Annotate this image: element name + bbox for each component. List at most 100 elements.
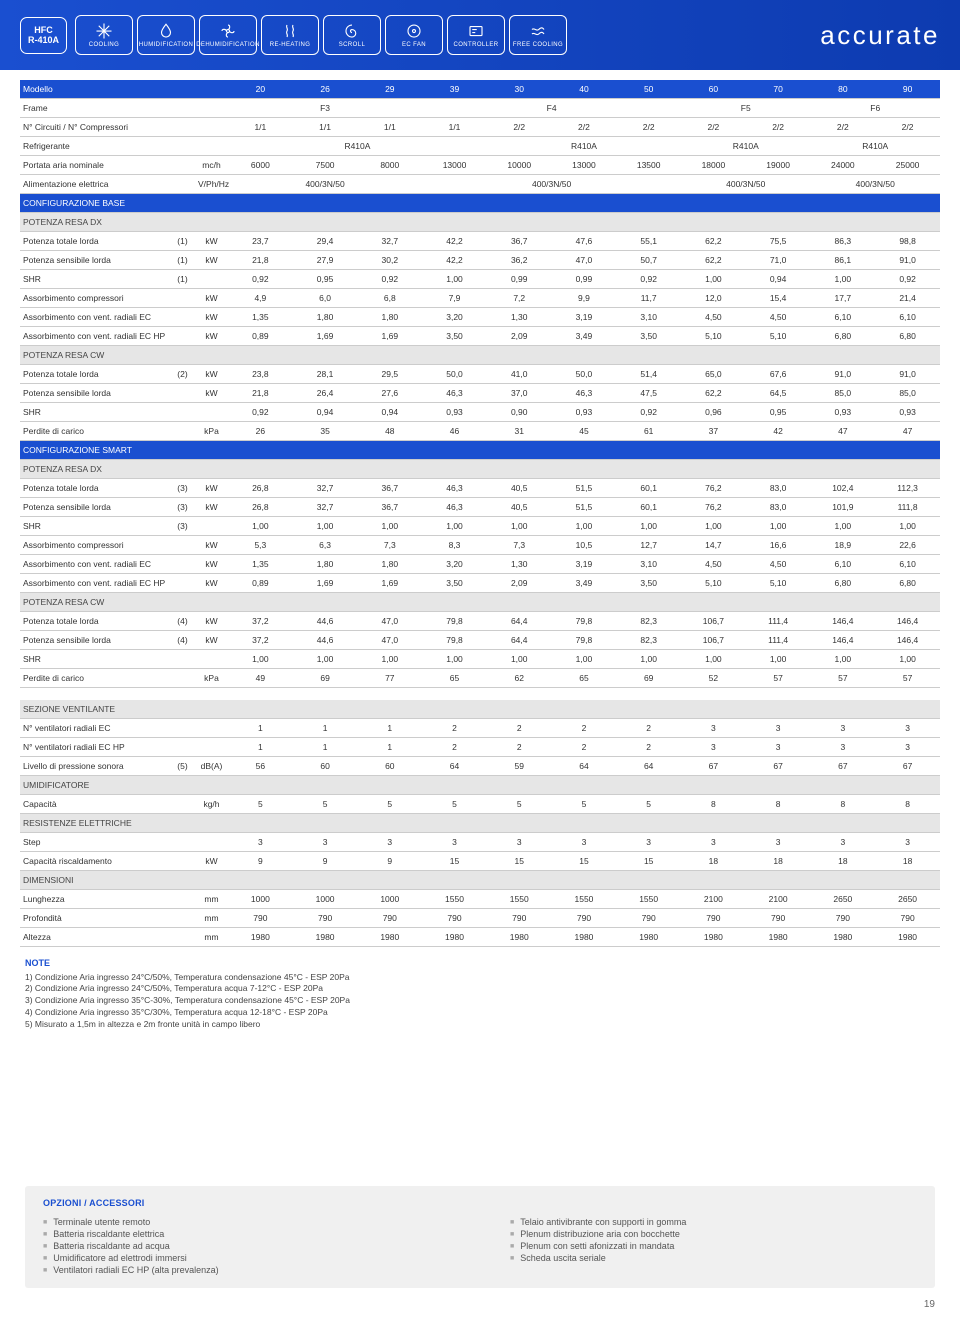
feature-chips: COOLINGHUMIDIFICATIONDEHUMIDIFICATIONRE-… [75,15,567,55]
cell: 50 [616,80,681,99]
cell: 64,5 [746,384,811,403]
cell: 2 [487,719,552,738]
cell: F5 [681,99,810,118]
cell: 101,9 [810,498,875,517]
cell: 47,0 [552,251,617,270]
row-label: Lunghezza [20,890,170,909]
cell: 6,10 [875,555,940,574]
row-unit [195,270,228,289]
note-line: 3) Condizione Aria ingresso 35°C-30%, Te… [25,995,935,1007]
cell: 0,95 [293,270,358,289]
cell: 0,99 [552,270,617,289]
table-row: Capacità riscaldamentokW9991515151518181… [20,852,940,871]
row-note [170,719,195,738]
cell: 1,00 [616,650,681,669]
cell: 86,1 [810,251,875,270]
cell: 15 [616,852,681,871]
table-row: Potenza totale lorda(2)kW23,828,129,550,… [20,365,940,384]
cell: 31 [487,422,552,441]
row-label: N° ventilatori radiali EC [20,719,170,738]
cell: 1,69 [357,327,422,346]
cell: 3,50 [616,327,681,346]
cell: 0,90 [487,403,552,422]
chip-heat: RE-HEATING [261,15,319,55]
cell: 1550 [487,890,552,909]
row-unit: kW [195,852,228,871]
cell: 3 [875,833,940,852]
cell: 1,80 [293,308,358,327]
cell: 0,94 [746,270,811,289]
cell: 62,2 [681,251,746,270]
table-row: Lunghezzamm10001000100015501550155015502… [20,890,940,909]
cell: 26 [228,422,293,441]
row-note [170,738,195,757]
cell: 2 [552,719,617,738]
cell: 60,1 [616,498,681,517]
cell: 0,93 [875,403,940,422]
cell: 42,2 [422,232,487,251]
cell: 19000 [746,156,811,175]
cell: 49 [228,669,293,688]
cell: 18,9 [810,536,875,555]
cell: 15 [422,852,487,871]
cell: 7,3 [487,536,552,555]
cell: 79,8 [422,612,487,631]
row-unit [195,118,228,137]
note-line: 4) Condizione Aria ingresso 35°C/30%, Te… [25,1007,935,1019]
cell: 26 [293,80,358,99]
cell: 2/2 [487,118,552,137]
table-row: SHR1,001,001,001,001,001,001,001,001,001… [20,650,940,669]
cell: 3,50 [422,327,487,346]
cell: 98,8 [875,232,940,251]
cell: 8 [875,795,940,814]
row-label: Potenza sensibile lorda [20,631,170,650]
cell: 0,92 [616,270,681,289]
options-right: Telaio antivibrante con supporti in gomm… [510,1216,917,1276]
option-item: Scheda uscita seriale [510,1252,917,1264]
cell: 56 [228,757,293,776]
cell: 67 [810,757,875,776]
cell: R410A [487,137,681,156]
row-note [170,308,195,327]
cell: 1,00 [422,270,487,289]
cell: 1980 [681,928,746,947]
cell: 29,5 [357,365,422,384]
table-row: Potenza sensibile lordakW21,826,427,646,… [20,384,940,403]
row-note: (3) [170,498,195,517]
cell: 1,00 [357,517,422,536]
row-unit: kg/h [195,795,228,814]
cell: 42,2 [422,251,487,270]
row-note [170,890,195,909]
cell: 3 [422,833,487,852]
table-row: N° Circuiti / N° Compressori1/11/11/11/1… [20,118,940,137]
cell: 2,09 [487,574,552,593]
row-unit [195,517,228,536]
cell: 90 [875,80,940,99]
cell: 47,6 [552,232,617,251]
cell: 82,3 [616,631,681,650]
cell: 65,0 [681,365,746,384]
cell: 67 [875,757,940,776]
row-unit: kW [195,612,228,631]
cell: 1,30 [487,555,552,574]
cell: 67 [681,757,746,776]
cell: 790 [681,909,746,928]
cell: 82,3 [616,612,681,631]
row-label: Modello [20,80,170,99]
cell: 55,1 [616,232,681,251]
cell: 46,3 [422,479,487,498]
cell: 64 [616,757,681,776]
cell: 32,7 [293,479,358,498]
cell: 3 [681,833,746,852]
cell: 69 [616,669,681,688]
cell: 7,2 [487,289,552,308]
cell: 5,10 [681,574,746,593]
row-label: Potenza totale lorda [20,612,170,631]
cell: 10000 [487,156,552,175]
table-row: POTENZA RESA CW [20,346,940,365]
table-row: Assorbimento con vent. radiali ECkW1,351… [20,308,940,327]
cell: 46,3 [422,498,487,517]
cell: 1 [228,738,293,757]
cell: 15 [552,852,617,871]
cell: 37 [681,422,746,441]
